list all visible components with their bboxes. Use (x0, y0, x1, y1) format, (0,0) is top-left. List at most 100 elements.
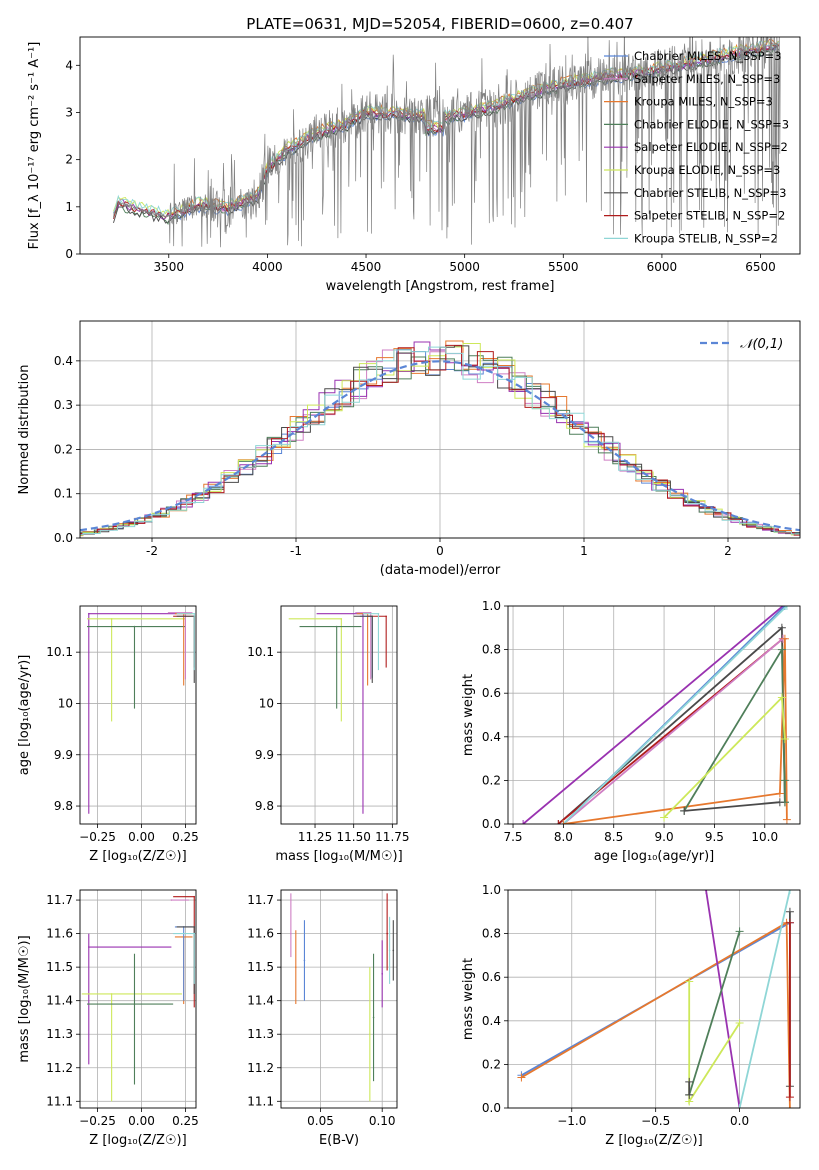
legend-label-salpeter_miles: Salpeter MILES, N_SSP=3 (634, 72, 780, 86)
histogram-chabrier_stelib (80, 345, 800, 537)
spectrum-x-tick-label: 6500 (745, 260, 776, 274)
weight_vs_Z-x-tick-label: −1.0 (557, 1114, 586, 1128)
age_vs_mass-y-tick-label: 9.8 (255, 799, 274, 813)
residuals-y-tick-label: 0.0 (54, 531, 73, 545)
residuals-y-tick-label: 0.3 (54, 398, 73, 412)
mass_vs_ebv-point-salpeter_stelib (386, 932, 388, 935)
mass_vs_Z-frame (79, 889, 197, 1109)
weight_vs_age-marker-kroupa_miles (782, 815, 791, 824)
age_vs_Z-point-chabrier_elodie (133, 625, 136, 628)
residuals-y-axis-label: Normed distribution (17, 365, 32, 495)
spectrum-x-tick-label: 6000 (647, 260, 678, 274)
weight_vs_Z-marker-salpeter_elodie (702, 890, 711, 894)
mass_vs_Z-panel: −0.25 0.00 0.25 11.1 11.2 11.3 11.4 11.5 11.6 11.… (17, 889, 199, 1148)
weight_vs_age-x-tick-label: 8.5 (604, 830, 623, 844)
age_vs_Z-panel: −0.25 0.00 0.25 9.8 9.9 10 10.1 Z [log₁₀(Z/Z☉)]… (17, 605, 199, 864)
weight_vs_Z-line-kroupa_elodie (688, 981, 741, 1105)
age_vs_Z-frame (79, 605, 197, 825)
mass_vs_ebv-point-chabrier_miles (303, 959, 306, 962)
model-line-chabrier_elodie (113, 44, 779, 226)
spectrum-y-tick-label: 3 (65, 105, 73, 119)
weight_vs_Z-marker-kroupa_miles (517, 1073, 526, 1082)
mass_vs_Z-y-tick-label: 11.2 (46, 1061, 73, 1075)
mass_vs_Z-x-tick-label: −0.25 (79, 1114, 116, 1128)
weight_vs_Z-x-axis-label: Z [log₁₀(Z/Z☉)] (605, 1133, 702, 1148)
spectrum-x-tick-label: 5500 (548, 260, 579, 274)
histogram-kroupa_stelib (80, 346, 800, 536)
weight_vs_age-marker-chabrier_stelib (680, 806, 689, 815)
mass_vs_Z-point-salpeter_miles (170, 899, 173, 901)
mass_vs_Z-y-tick-label: 11.1 (46, 1094, 73, 1108)
spectrum-x-axis-label: wavelength [Angstrom, rest frame] (326, 279, 555, 294)
mass_vs_ebv-point-salpeter_miles (290, 932, 292, 935)
mass_vs_Z-grid (80, 890, 196, 1108)
age_vs_mass-point-kroupa_elodie (340, 618, 343, 620)
age_vs_mass-point-chabrier_elodie (335, 625, 338, 628)
weight_vs_Z-marker-kroupa_elodie (685, 977, 694, 986)
weight_vs_age-line-kroupa_stelib (562, 606, 788, 824)
residuals-x-tick-label: -2 (146, 544, 158, 558)
weight_vs_age-x-tick-label: 9.5 (705, 830, 724, 844)
mass_vs_ebv-panel: 0.05 0.10 11.1 11.2 11.3 11.4 11.5 11.6 11.7 E(B-… (247, 889, 398, 1148)
weight_vs_Z-y-tick-label: 0.0 (482, 1101, 501, 1115)
residuals-x-tick-label: 0 (436, 544, 444, 558)
weight_vs_age-marker-kroupa_miles (559, 820, 568, 824)
age_vs_Z-y-tick-label: 9.8 (54, 799, 73, 813)
legend-label-chabrier_miles: Chabrier MILES, N_SSP=3 (634, 49, 781, 63)
spectrum-y-tick-label: 4 (65, 58, 73, 72)
age_vs_Z-y-tick-label: 9.9 (54, 748, 73, 762)
weight_vs_age-marker-chabrier_stelib (775, 798, 784, 807)
spectrum-y-tick-label: 0 (65, 247, 73, 261)
weight_vs_Z-line-kroupa_stelib (738, 890, 791, 1108)
weight_vs_age-marker-salpeter_elodie (519, 820, 528, 824)
age_vs_mass-y-tick-label: 10 (259, 696, 274, 710)
legend-label-gaussian: 𝒩(0,1) (740, 337, 783, 352)
histogram-salpeter_stelib (80, 344, 800, 536)
weight_vs_age-marker-kroupa_elodie (777, 693, 786, 702)
weight_vs_age-marker-chabrier_elodie (777, 645, 786, 654)
weight_vs_age-y-tick-label: 1.0 (482, 599, 501, 613)
weight_vs_age-line-chabrier_stelib (684, 801, 780, 812)
mass_vs_Z-y-tick-label: 11.4 (46, 994, 73, 1008)
legend-label-salpeter_elodie: Salpeter ELODIE, N_SSP=2 (634, 140, 788, 154)
weight_vs_age-x-tick-label: 7.5 (503, 830, 522, 844)
weight_vs_age-x-tick-label: 9.0 (655, 830, 674, 844)
weight_vs_Z-y-tick-label: 0.6 (482, 970, 501, 984)
residuals-y-tick-label: 0.1 (54, 487, 73, 501)
weight_vs_age-y-tick-label: 0.8 (482, 643, 501, 657)
mass_vs_ebv-point-kroupa_miles (295, 966, 297, 968)
mass_vs_ebv-y-tick-label: 11.5 (247, 960, 274, 974)
weight_vs_age-marker-chabrier_stelib (777, 623, 786, 632)
figure-title: PLATE=0631, MJD=52054, FIBERID=0600, z=0… (246, 15, 633, 33)
mass_vs_Z-y-tick-label: 11.3 (46, 1027, 73, 1041)
weight_vs_age-line-salpeter_miles (562, 638, 784, 824)
weight_vs_age-marker-chabrier_elodie (780, 776, 789, 785)
spectrum-x-tick-label: 4500 (351, 260, 382, 274)
spectrum-y-axis-label: Flux [f_λ 10⁻¹⁷ erg cm⁻² s⁻¹ A⁻¹] (27, 42, 42, 250)
mass_vs_ebv-x-tick-label: 0.10 (369, 1114, 396, 1128)
age_vs_Z-y-axis-label: age [log₁₀(age/yr)] (17, 655, 32, 776)
mass_vs_ebv-point-chabrier_elodie (372, 1016, 375, 1019)
weight_vs_Z-line-chabrier_elodie (688, 931, 741, 1096)
age_vs_mass-panel: 11.25 11.50 11.75 9.8 9.9 10 10.1 mass [log₁₀(M… (247, 605, 410, 864)
age_vs_Z-point-salpeter_elodie (87, 612, 90, 615)
mass_vs_ebv-y-tick-label: 11.4 (247, 994, 274, 1008)
mass_vs_Z-point-kroupa_stelib (193, 932, 196, 935)
spectrum-y-tick-label: 2 (65, 153, 73, 167)
residuals-plot-area (80, 340, 800, 537)
weight_vs_age-y-tick-label: 0.0 (482, 817, 501, 831)
mass_vs_Z-y-tick-label: 11.6 (46, 927, 73, 941)
residuals-x-tick-label: -1 (290, 544, 302, 558)
mass_vs_Z-x-tick-label: 0.00 (128, 1114, 155, 1128)
mass_vs_ebv-x-axis-label: E(B-V) (319, 1133, 359, 1148)
mass_vs_ebv-grid (281, 890, 397, 1108)
mass_vs_Z-x-axis-label: Z [log₁₀(Z/Z☉)] (89, 1133, 186, 1148)
spectrum-panel: 3500 4000 4500 5000 5500 6000 6500 0 1 2 3 4 wavelen… (27, 36, 801, 294)
age_vs_Z-y-tick-label: 10.1 (46, 645, 73, 659)
age_vs_Z-point-kroupa_stelib (193, 612, 196, 615)
residuals-panel: -2 -1 0 1 2 0.0 0.1 0.2 0.3 0.4 (data-model)/error… (17, 320, 801, 578)
mass_vs_ebv-point-chabrier_stelib (392, 949, 395, 952)
spectrum-x-tick-label: 5000 (449, 260, 480, 274)
mass_vs_Z-y-axis-label: mass [log₁₀(M/M☉)] (17, 935, 32, 1062)
